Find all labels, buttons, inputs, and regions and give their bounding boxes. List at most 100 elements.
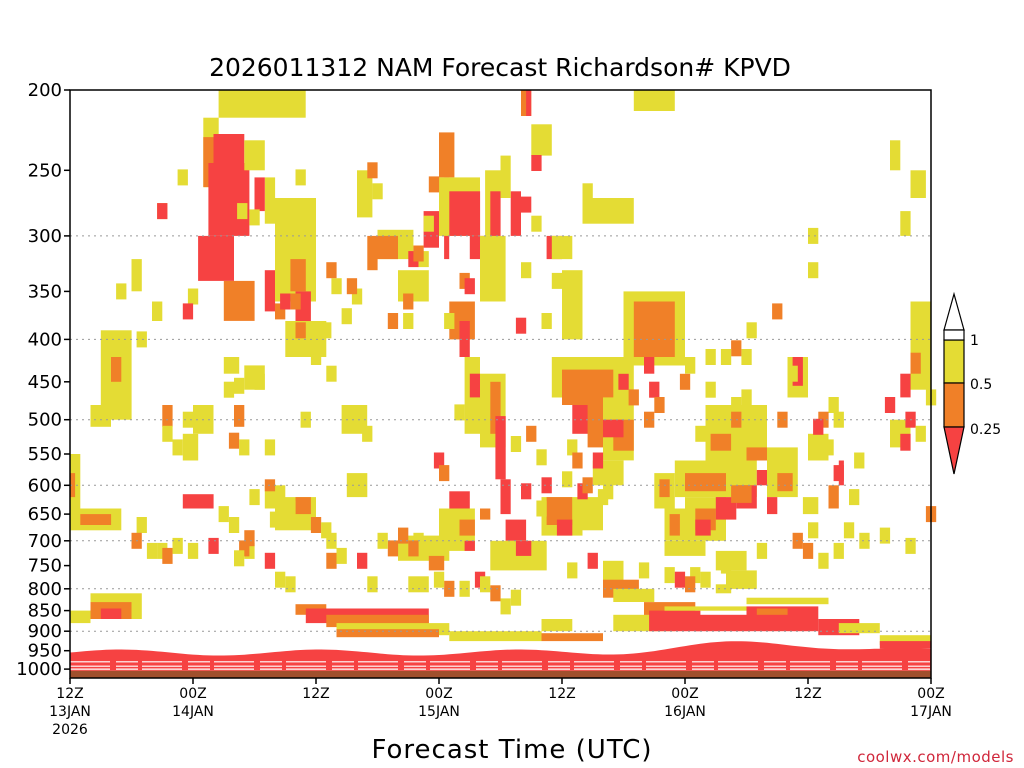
ri-cell-high-156 [879,635,932,645]
ri-cell-mid-121 [162,405,173,427]
ri-speckle-high-139 [741,349,752,365]
ri-speckle-high-20 [362,425,373,442]
y-tick-label-550: 550 [28,444,62,465]
ground-layer [70,670,931,678]
y-tick-label-800: 800 [28,579,62,600]
ri-cell-low-63 [464,540,475,551]
ri-speckle-mid-69 [408,540,419,557]
ri-cell-low-69 [556,519,573,536]
ri-cell-high-155 [838,623,880,634]
ri-speckle-high-137 [787,365,798,382]
y-axis: 200 250 300 350 400 450 500 550 600 650 700 7508008… [16,80,70,680]
x-tick-label-6-0: 12Z [794,686,821,702]
ri-speckle-mid-70 [387,540,399,557]
ground-fill [70,670,931,678]
ri-speckle-mid-161 [628,389,639,406]
ri-cell-high-154 [746,597,829,605]
ri-speckle-high-133 [823,439,834,456]
legend-arrow-under-0.25 [943,426,965,475]
ri-speckle-low-43 [541,477,552,494]
ri-cell-mid-126 [234,405,245,427]
x-tick-label-5-0: 00Z [671,686,698,702]
ri-cell-high-15 [357,170,373,218]
ri-speckle-high-2 [295,169,306,186]
ri-speckle-mid-115 [685,576,696,593]
ri-cell-high-110 [900,211,911,236]
ri-cell-low-28 [459,321,470,357]
legend-label-0.25: 0.25 [970,422,1001,438]
ri-speckle-low-110 [587,552,598,569]
plot-frame [69,89,932,679]
ri-cell-high-108 [920,311,932,335]
ri-speckle-low-65 [433,452,445,469]
ri-cell-high-43 [633,90,675,111]
ri-speckle-mid-158 [654,397,665,413]
ri-speckle-low-113 [674,571,686,588]
ri-cell-mid-77 [669,514,680,536]
ri-speckle-high-95 [234,550,245,567]
ri-speckle-high-107 [500,598,511,615]
ri-speckle-high-114 [690,567,701,584]
ri-speckle-high-10 [223,381,235,398]
ri-speckle-high-153 [915,425,926,442]
ri-cell-low-86 [695,519,711,536]
ri-speckle-high-46 [562,471,573,488]
ri-speckle-low-32 [521,196,532,213]
ri-speckle-mid-67 [398,527,409,544]
ri-cell-high-38 [562,270,583,340]
ri-speckle-high-82 [249,489,260,506]
ri-cell-high-8 [264,177,276,224]
ri-cell-high-123 [182,433,199,461]
ri-cell-low-105 [900,373,911,398]
ri-speckle-high-15 [172,439,183,456]
ri-speckle-high-80 [228,517,240,533]
ri-speckle-mid-78 [244,530,255,547]
y-tick-label-750: 750 [28,556,62,577]
ri-cell-low-30 [490,191,501,236]
ri-cell-mid-144 [336,629,439,638]
ri-cell-high-44 [685,357,696,374]
ri-cell-high-102 [715,584,732,594]
ri-cell-high-96 [808,433,829,461]
ri-speckle-mid-63 [326,262,337,279]
ri-speckle-mid-64 [346,278,358,295]
y-tick-label-350: 350 [28,281,62,302]
ri-speckle-high-135 [849,489,860,506]
ri-speckle-mid-159 [644,411,655,428]
legend-swatch-above-1 [943,329,965,341]
ri-speckle-high-86 [321,522,332,539]
ri-cell-mid-92 [777,473,793,492]
color-legend: 1 0.5 0.25 [943,291,1001,475]
ri-speckle-high-96 [275,571,286,588]
ri-speckle-high-74 [336,547,347,564]
ri-cell-high-73 [613,588,655,602]
ri-cell-mid-83 [746,447,767,461]
ri-cell-low-149 [695,614,747,632]
ri-speckle-high-116 [700,571,711,588]
ri-cell-low-148 [649,610,701,632]
ri-cell-high-7 [244,140,265,171]
ri-speckle-mid-66 [439,465,450,482]
ri-cell-high-145 [541,619,573,632]
ri-cell-low-3 [213,134,245,163]
ri-speckle-high-55 [351,288,363,305]
ri-speckle-high-124 [808,522,819,539]
ri-speckle-low-59 [280,293,291,310]
ri-speckle-low-132 [813,418,824,435]
ri-speckle-high-88 [157,542,168,559]
ri-speckle-mid-106 [490,585,501,602]
ri-speckle-high-30 [521,262,532,279]
ri-cell-low-5 [198,235,234,281]
ri-cell-mid-131 [295,497,311,515]
ri-speckle-mid-156 [679,373,691,390]
ri-speckle-high-77 [244,542,255,559]
ri-speckle-high-136 [854,452,865,469]
ri-cell-mid-97 [828,485,839,509]
legend-swatch-0.25-0.5 [943,382,965,428]
x-tick-label-0-1: 13JAN [49,704,91,720]
ri-speckle-high-155 [705,349,716,365]
x-axis: 12Z 13JAN 2026 00Z 14JAN 12Z 00Z 15JAN 12Z 00Z 16J… [49,678,952,738]
ri-cell-high-0 [218,90,306,118]
ri-speckle-low-7 [182,303,194,320]
ri-speckle-high-102 [433,571,445,588]
